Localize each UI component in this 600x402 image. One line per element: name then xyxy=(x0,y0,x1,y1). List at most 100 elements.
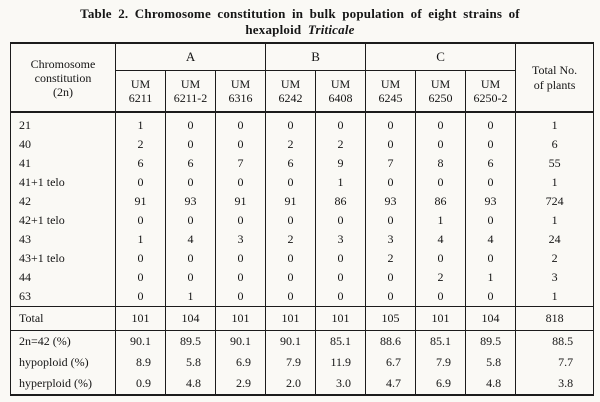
value-cell: 3 xyxy=(315,230,367,249)
value-cell: 0 xyxy=(365,173,417,192)
value-cell: 8 xyxy=(415,154,467,173)
row-total-cell: 7.7 xyxy=(515,352,595,373)
count-row: 42 91 93 91 91 86 93 86 93 724 xyxy=(10,192,595,211)
value-cell: 4 xyxy=(415,230,467,249)
value-cell: 89.5 xyxy=(165,330,216,352)
value-cell: 0 xyxy=(165,173,216,192)
value-cell: 4.8 xyxy=(165,373,216,395)
row-total-cell: 1 xyxy=(515,287,595,307)
value-cell: 0 xyxy=(465,287,517,307)
value-cell: 0 xyxy=(365,268,417,287)
row-total-cell: 1 xyxy=(515,112,595,135)
value-cell: 6.9 xyxy=(415,373,467,395)
group-header-b: B xyxy=(265,43,367,71)
value-cell: 0 xyxy=(365,135,417,154)
value-cell: 0 xyxy=(365,287,417,307)
value-cell: 0 xyxy=(214,112,267,135)
value-cell: 0 xyxy=(214,211,267,230)
row-total-cell: 1 xyxy=(515,211,595,230)
strain-header-um6250-2: UM 6250-2 xyxy=(465,70,517,113)
value-cell: 0 xyxy=(265,287,317,307)
value-cell: 0 xyxy=(315,268,367,287)
table-caption-hexaploid: hexaploid xyxy=(245,22,302,37)
count-row: 63 0 1 0 0 0 0 0 0 1 xyxy=(10,287,595,307)
total-row: Total 101 104 101 101 101 105 101 104 818 xyxy=(10,306,595,331)
table-caption-line1: Table 2. Chromosome constitution in bulk… xyxy=(80,6,520,21)
strain-header-um6211-2: UM 6211-2 xyxy=(165,70,216,113)
value-cell: 6 xyxy=(165,154,216,173)
value-cell: 0 xyxy=(115,211,166,230)
value-cell: 6 xyxy=(265,154,317,173)
row-label: 21 xyxy=(10,112,116,135)
row-label: 41 xyxy=(10,154,116,173)
row-label: 42 xyxy=(10,192,116,211)
strain-header-row: UM 6211 UM 6211-2 UM 6316 UM 6242 UM 640… xyxy=(11,70,594,113)
value-cell: 7 xyxy=(214,154,267,173)
value-cell: 101 xyxy=(415,306,467,331)
value-cell: 105 xyxy=(365,306,417,331)
row-label: 43+1 telo xyxy=(10,249,116,268)
value-cell: 0 xyxy=(265,249,317,268)
value-cell: 89.5 xyxy=(465,330,517,352)
value-cell: 1 xyxy=(415,211,467,230)
row-label: hyperploid (%) xyxy=(10,373,116,395)
row-total-cell: 55 xyxy=(515,154,595,173)
row-total-cell: 3 xyxy=(515,268,595,287)
value-cell: 91 xyxy=(265,192,317,211)
value-cell: 101 xyxy=(265,306,317,331)
table-caption: Table 2. Chromosome constitution in bulk… xyxy=(0,0,600,38)
value-cell: 0 xyxy=(165,112,216,135)
table-caption-species: Triticale xyxy=(307,22,355,37)
row-total-cell: 3.8 xyxy=(515,373,595,395)
value-cell: 0 xyxy=(465,211,517,230)
value-cell: 0 xyxy=(265,268,317,287)
row-label: 43 xyxy=(10,230,116,249)
row-total-cell: 1 xyxy=(515,173,595,192)
value-cell: 0 xyxy=(265,112,317,135)
value-cell: 3 xyxy=(214,230,267,249)
value-cell: 4 xyxy=(165,230,216,249)
value-cell: 0 xyxy=(165,249,216,268)
value-cell: 0 xyxy=(115,268,166,287)
value-cell: 0 xyxy=(115,173,166,192)
row-total-cell: 24 xyxy=(515,230,595,249)
count-row: 41 6 6 7 6 9 7 8 6 55 xyxy=(10,154,595,173)
value-cell: 2.0 xyxy=(265,373,317,395)
value-cell: 0 xyxy=(214,249,267,268)
value-cell: 1 xyxy=(165,287,216,307)
value-cell: 104 xyxy=(465,306,517,331)
value-cell: 6 xyxy=(465,154,517,173)
value-cell: 7 xyxy=(365,154,417,173)
count-row: 43+1 telo 0 0 0 0 0 2 0 0 2 xyxy=(10,249,595,268)
value-cell: 0 xyxy=(315,112,367,135)
value-cell: 91 xyxy=(214,192,267,211)
value-cell: 9 xyxy=(315,154,367,173)
row-total-cell: 2 xyxy=(515,249,595,268)
value-cell: 0 xyxy=(465,112,517,135)
value-cell: 1 xyxy=(115,112,166,135)
count-row: 43 1 4 3 2 3 3 4 4 24 xyxy=(10,230,595,249)
value-cell: 2 xyxy=(265,135,317,154)
value-cell: 8.9 xyxy=(115,352,166,373)
value-cell: 11.9 xyxy=(315,352,367,373)
value-cell: 93 xyxy=(365,192,417,211)
value-cell: 1 xyxy=(465,268,517,287)
strain-header-um6316: UM 6316 xyxy=(214,70,267,113)
value-cell: 93 xyxy=(165,192,216,211)
corner-header: Chromosome constitution (2n) xyxy=(10,43,116,113)
total-plants-header: Total No. of plants xyxy=(515,43,595,113)
value-cell: 85.1 xyxy=(415,330,467,352)
value-cell: 6.9 xyxy=(214,352,267,373)
value-cell: 0 xyxy=(214,135,267,154)
table-caption-line2: hexaploid Triticale xyxy=(0,22,600,38)
value-cell: 4.7 xyxy=(365,373,417,395)
value-cell: 2 xyxy=(415,268,467,287)
value-cell: 93 xyxy=(465,192,517,211)
strain-header-um6250: UM 6250 xyxy=(415,70,467,113)
value-cell: 101 xyxy=(115,306,166,331)
row-label: 63 xyxy=(10,287,116,307)
value-cell: 0 xyxy=(365,211,417,230)
value-cell: 0 xyxy=(265,173,317,192)
row-total-cell: 724 xyxy=(515,192,595,211)
